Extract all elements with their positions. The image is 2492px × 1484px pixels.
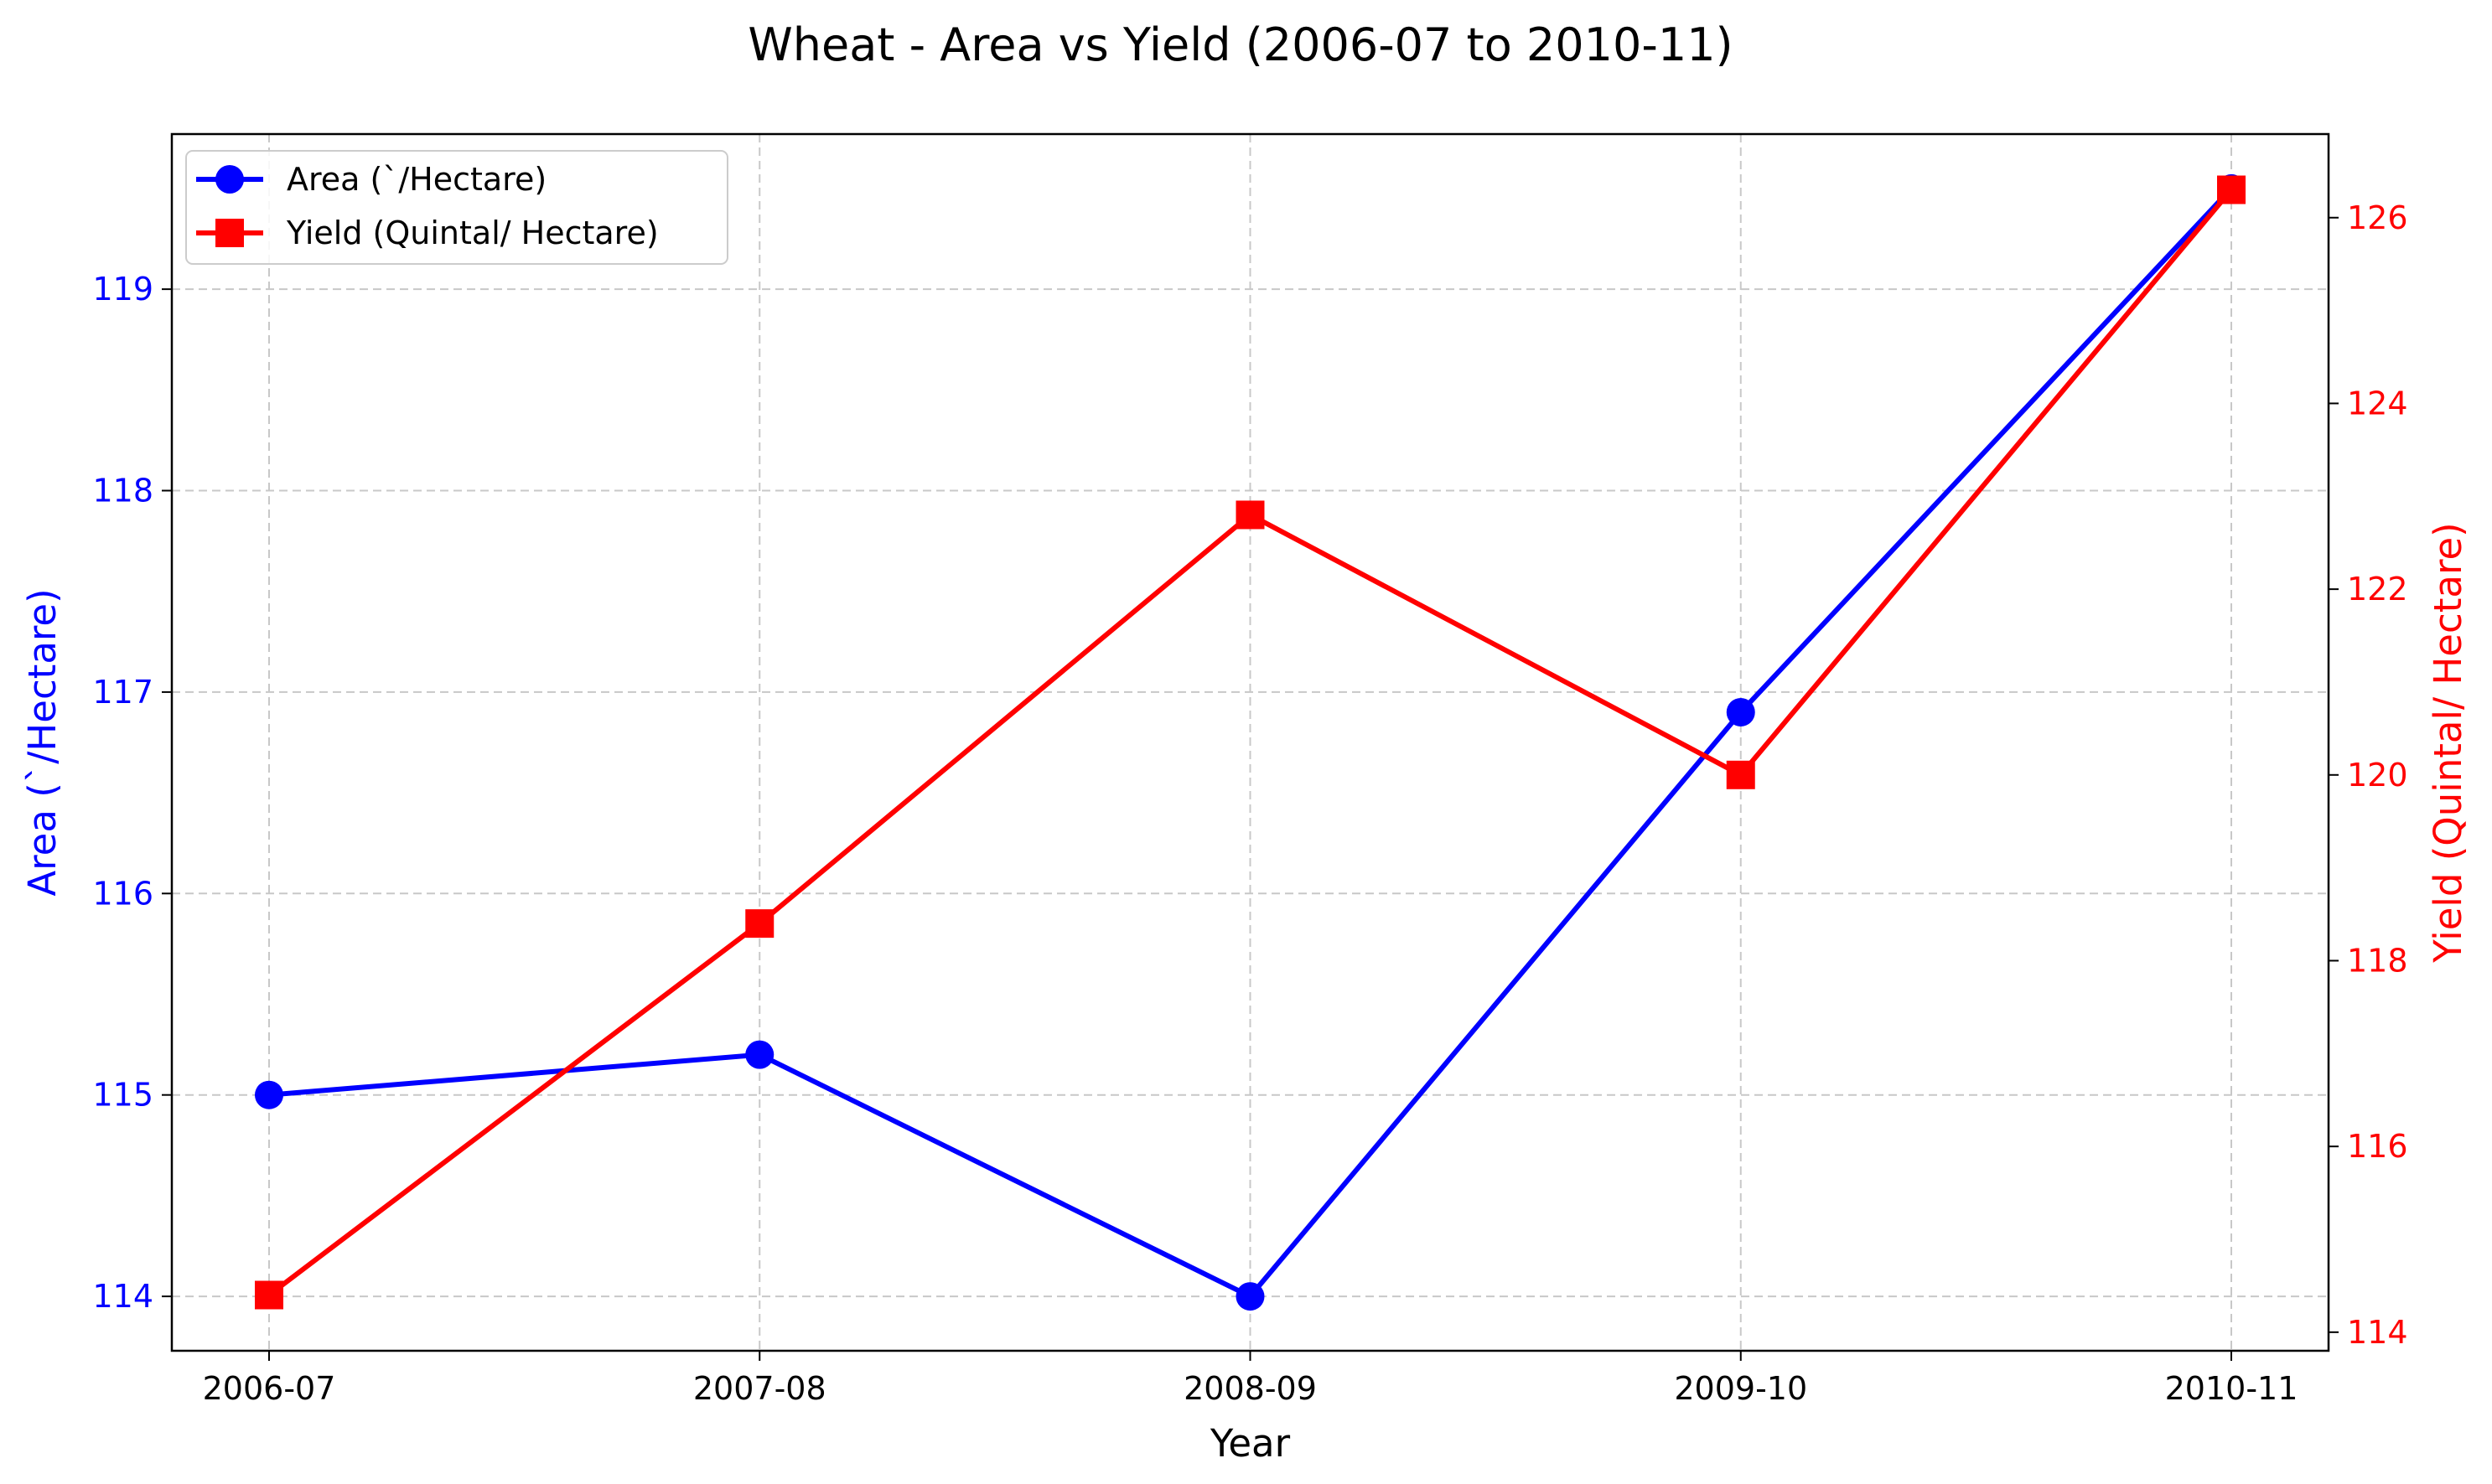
x-tick-label: 2009-10 [1674,1370,1807,1407]
area-point [255,1080,283,1109]
yield-point [1236,500,1265,530]
y-left-tick-label: 115 [92,1077,153,1114]
y-left-tick-label: 119 [92,271,153,308]
legend-marker [215,219,244,247]
yield-point [745,909,775,938]
x-tick-label: 2006-07 [203,1370,336,1407]
legend-marker [215,165,244,194]
x-axis-title: Year [1210,1421,1291,1466]
yield-point [2217,175,2246,204]
area-point [1236,1282,1265,1311]
y-left-tick-label: 117 [92,674,153,711]
ticks-layer: 2006-07 2007-08 2008-09 2009-10 2010-11 114 11… [92,199,2407,1407]
y-right-tick-label: 124 [2347,385,2408,421]
y-left-axis-title: Area (`/Hectare) [20,588,65,896]
y-left-tick-label: 116 [92,875,153,912]
legend-label: Area (`/Hectare) [287,161,547,198]
y-right-tick-label: 126 [2347,199,2408,236]
y-left-tick-label: 114 [92,1278,153,1315]
legend-box [185,150,728,265]
series-layer [255,173,2246,1311]
legend-item-yield: Yield (Quintal/ Hectare) [196,215,659,251]
y-right-tick-label: 116 [2347,1128,2408,1165]
area-point [745,1040,775,1069]
y-right-axis-title: Yield (Quintal/ Hectare) [2426,522,2470,963]
yield-point [1726,760,1755,789]
x-tick-label: 2007-08 [693,1370,826,1407]
y-right-tick-label: 120 [2347,757,2408,794]
chart-title: Wheat - Area vs Yield (2006-07 to 2010-1… [748,18,1733,71]
y-right-tick-label: 122 [2347,571,2408,608]
x-tick-label: 2010-11 [2165,1370,2298,1407]
grid-layer [172,134,2329,1351]
legend-label: Yield (Quintal/ Hectare) [286,215,659,251]
area-point [1726,697,1755,726]
y-left-tick-label: 118 [92,473,153,509]
yield-point [255,1280,283,1310]
x-tick-label: 2008-09 [1184,1370,1317,1407]
legend-item-area: Area (`/Hectare) [196,161,547,198]
legend: Area (`/Hectare) Yield (Quintal/ Hectare) [185,150,728,265]
y-right-tick-label: 118 [2347,942,2408,979]
series-yield [255,175,2246,1310]
y-right-tick-label: 114 [2347,1314,2408,1351]
